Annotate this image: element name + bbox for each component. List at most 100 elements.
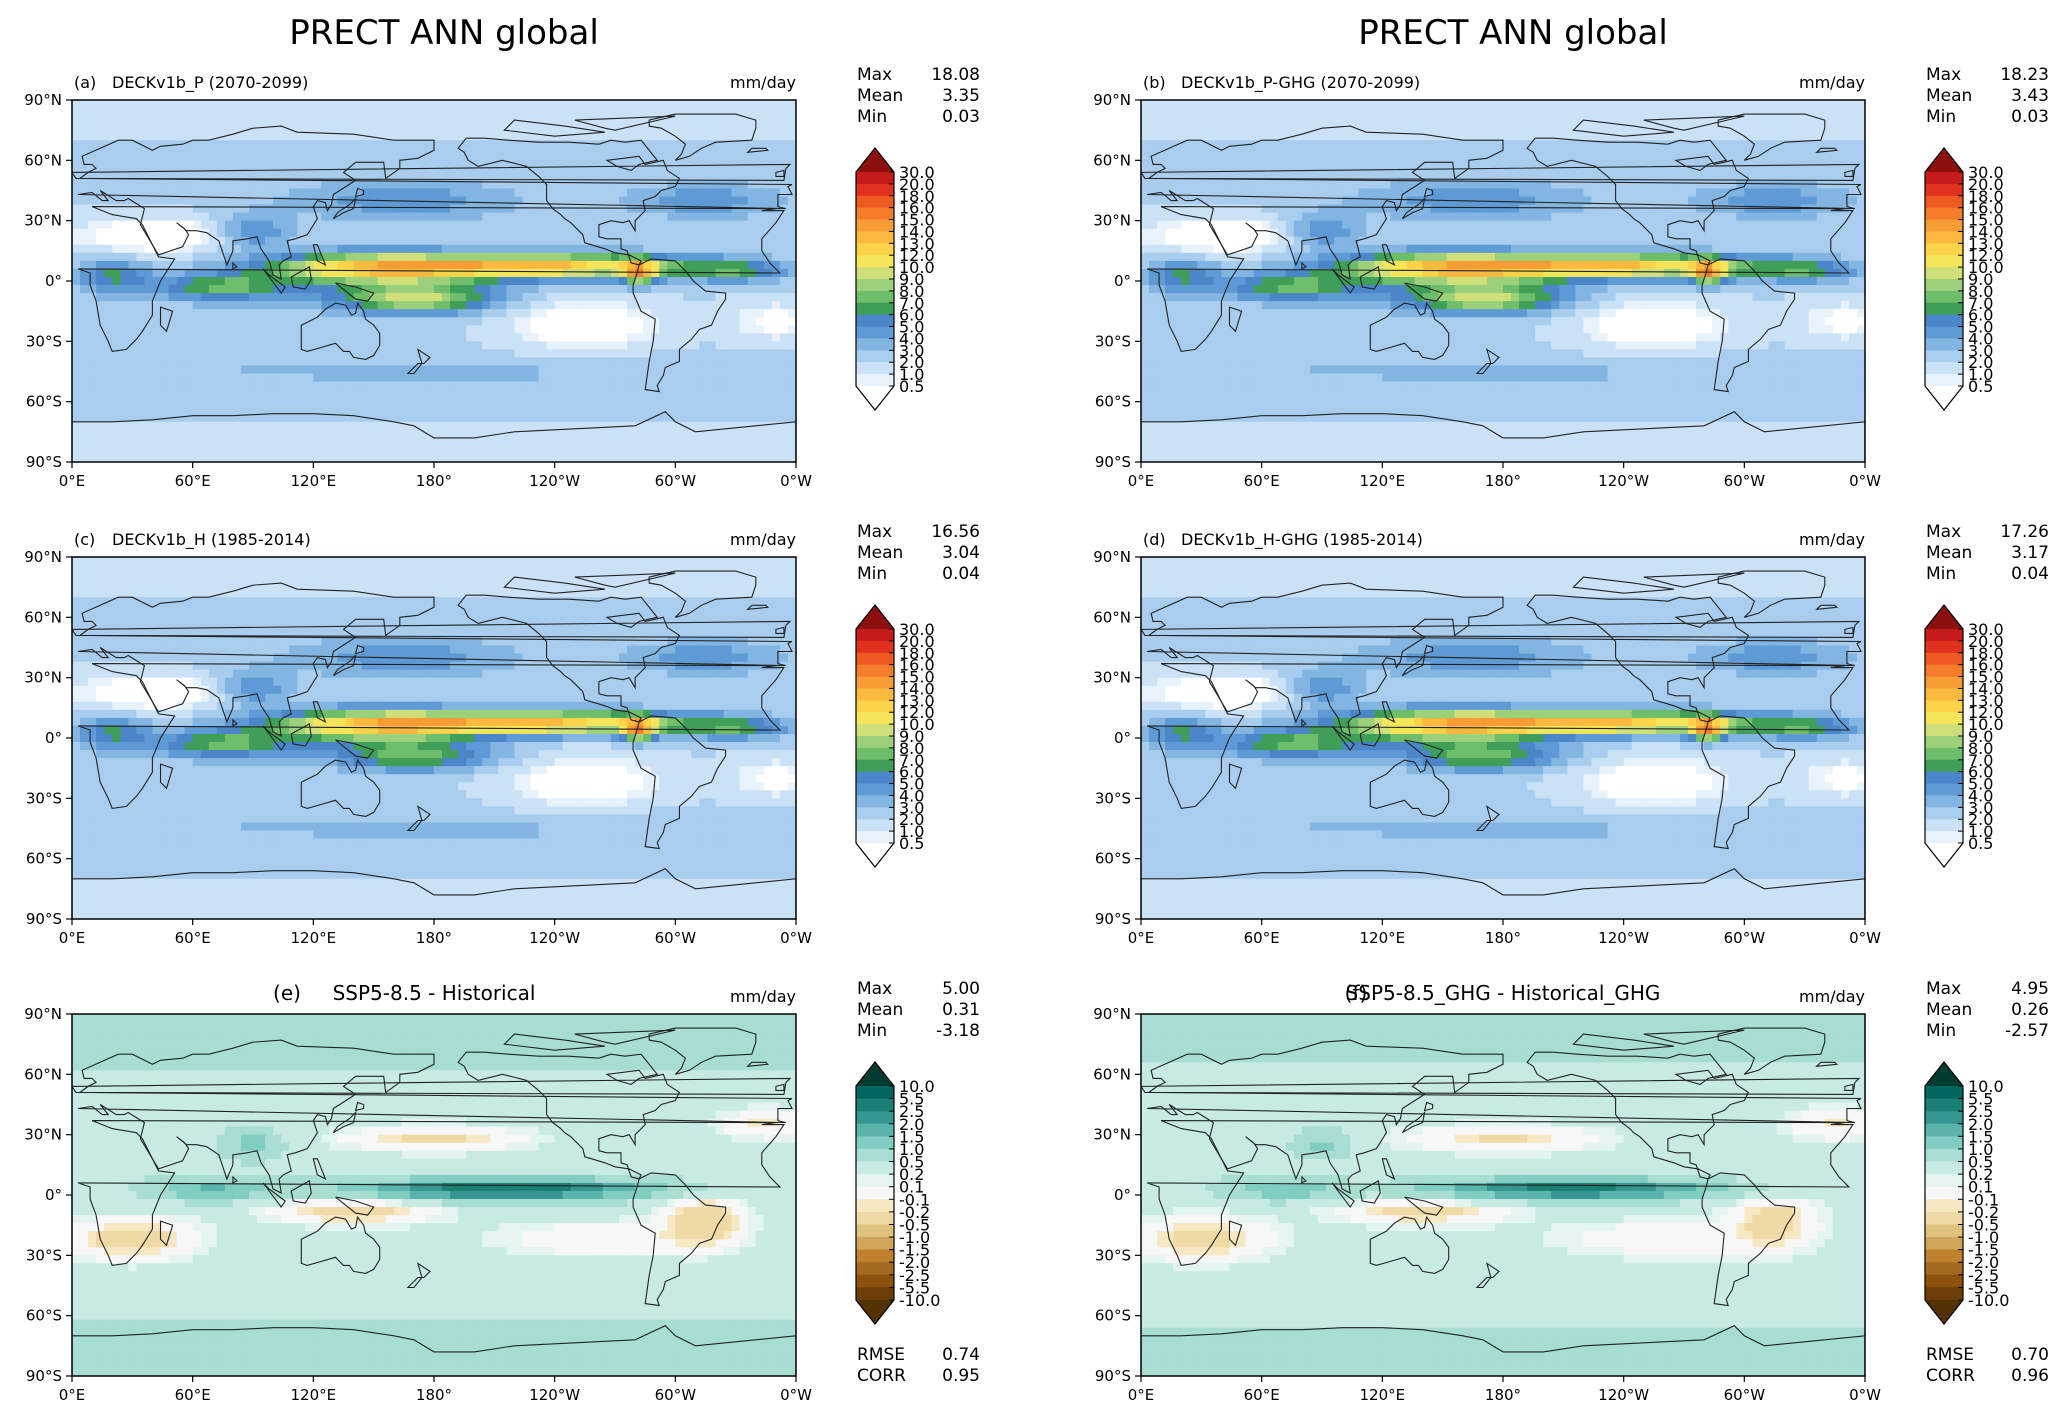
colorbar-band: [856, 1199, 894, 1213]
colorbar-band: [1925, 267, 1963, 280]
colorbar-tick-label: 13.0: [1968, 691, 2004, 710]
colorbar-tick-label: -5.5: [899, 1278, 930, 1297]
colorbar-band: [1925, 700, 1963, 713]
lat-tick-label: 60°S: [26, 393, 62, 411]
colorbar-band: [1925, 747, 1963, 761]
colorbar-tick-label: 9.0: [899, 270, 924, 289]
colorbar-band: [1925, 664, 1963, 678]
column-title: PRECT ANN global: [1358, 13, 1668, 53]
colorbar-band: [856, 207, 894, 221]
colorbar-band: [1925, 1274, 1963, 1288]
colorbar-band: [856, 664, 894, 678]
panel-label: (a): [74, 73, 96, 92]
colorbar-band: [856, 314, 894, 328]
lat-tick-label: 0°: [1114, 729, 1131, 747]
colorbar-max-extend: [1925, 148, 1963, 172]
panel-title: SSP5-8.5_GHG - Historical_GHG: [1346, 981, 1661, 1005]
panel-b: 90°N 60°N 30°N 0° 30°S 60°S 90°S0°E 60°E 120°E 18…: [1093, 65, 2049, 490]
lat-tick-label: 90°S: [26, 453, 62, 471]
units-label: mm/day: [730, 73, 796, 92]
colorbar-band: [856, 1237, 894, 1251]
colorbar-tick-label: 4.0: [1968, 329, 1993, 348]
lat-tick-label: 60°N: [24, 151, 62, 169]
colorbar-tick-label: 10.0: [899, 258, 935, 277]
colorbar-tick-label: 12.0: [1968, 703, 2004, 722]
colorbar-tick-label: 5.0: [1968, 318, 1993, 337]
stat-name: Min: [1926, 107, 1956, 127]
colorbar-tick-label: 6.0: [899, 763, 924, 782]
colorbar-tick-label: 30.0: [1968, 163, 2004, 182]
units-label: mm/day: [1799, 987, 1865, 1006]
colorbar-tick-label: 30.0: [1968, 620, 2004, 639]
colorbar-band: [1925, 350, 1963, 363]
colorbar-band: [1925, 1111, 1963, 1125]
stat-value: 0.04: [942, 564, 980, 584]
panel-f: 90°N 60°N 30°N 0° 30°S 60°S 90°S0°E 60°E 120°E 18…: [1093, 979, 2049, 1404]
lat-tick-label: 30°N: [24, 669, 62, 687]
colorbar-band: [1925, 290, 1963, 304]
colorbar-band: [856, 783, 894, 796]
colorbar-tick-label: 13.0: [899, 234, 935, 253]
colorbar-band: [856, 1136, 894, 1150]
colorbar-tick-label: -1.5: [899, 1241, 930, 1260]
colorbar: 30.020.018.016.015.014.013.012.010.09.08…: [855, 147, 935, 411]
colorbar-band: [1925, 819, 1963, 832]
colorbar: 30.020.018.016.015.014.013.012.010.09.08…: [1924, 604, 2004, 868]
colorbar-tick-label: 20.0: [899, 175, 935, 194]
colorbar-band: [1925, 1098, 1963, 1112]
panel-label: (b): [1143, 73, 1166, 92]
lon-tick-label: 120°W: [1598, 1386, 1649, 1404]
colorbar-tick-label: 2.0: [1968, 353, 1993, 372]
colorbar-tick-label: 7.0: [1968, 751, 1993, 770]
colorbar-tick-label: 16.0: [899, 199, 935, 218]
coastlines: [72, 1027, 796, 1376]
colorbar-tick-label: 1.5: [899, 1127, 924, 1146]
stat-value: 0.31: [942, 1000, 980, 1020]
colorbar-band: [856, 747, 894, 761]
stat-name: Min: [1926, 1021, 1956, 1041]
colorbar: 30.020.018.016.015.014.013.012.010.09.08…: [855, 604, 935, 868]
stat-value: 0.95: [942, 1366, 980, 1386]
colorbar-min-extend: [856, 386, 894, 410]
colorbar-tick-label: 5.5: [899, 1090, 924, 1109]
colorbar-tick-label: 1.0: [899, 365, 924, 384]
colorbar-tick-label: -5.5: [1968, 1278, 1999, 1297]
colorbar-tick-label: -0.2: [899, 1203, 930, 1222]
colorbar-band: [856, 700, 894, 713]
lon-tick-label: 60°W: [1724, 929, 1766, 947]
stat-value: 0.74: [942, 1345, 980, 1365]
panel-title: DECKv1b_H (1985-2014): [112, 530, 311, 550]
stat-name: Max: [1926, 65, 1961, 85]
colorbar-tick-label: 20.0: [899, 632, 935, 651]
colorbar-band: [856, 362, 894, 375]
lat-tick-label: 90°S: [1095, 1367, 1131, 1385]
colorbar-band: [856, 724, 894, 737]
colorbar-tick-label: -0.1: [1968, 1190, 1999, 1209]
lon-tick-label: 0°E: [59, 929, 86, 947]
panel-c: 90°N 60°N 30°N 0° 30°S 60°S 90°S0°E 60°E 120°E 18…: [24, 522, 980, 947]
lat-tick-label: 90°N: [24, 1005, 62, 1023]
stat-value: 0.03: [2011, 107, 2049, 127]
colorbar-tick-label: 15.0: [1968, 668, 2004, 687]
lat-tick-label: 90°S: [1095, 453, 1131, 471]
colorbar-band: [1925, 1186, 1963, 1200]
colorbar-tick-label: 16.0: [1968, 656, 2004, 675]
lat-tick-label: 90°N: [24, 91, 62, 109]
lat-tick-label: 60°N: [1093, 1065, 1131, 1083]
colorbar-band: [1925, 783, 1963, 796]
colorbar-band: [1925, 1249, 1963, 1263]
coastlines: [1141, 1027, 1865, 1376]
colorbar-tick-label: 16.0: [1968, 199, 2004, 218]
colorbar-tick-label: 4.0: [899, 786, 924, 805]
colorbar-band: [1925, 629, 1963, 642]
panel-title: DECKv1b_P (2070-2099): [112, 73, 308, 93]
lon-tick-label: 120°W: [1598, 929, 1649, 947]
colorbar-max-extend: [1925, 1062, 1963, 1086]
colorbar-min-extend: [1925, 386, 1963, 410]
colorbar-band: [856, 243, 894, 256]
colorbar-tick-label: 6.0: [1968, 763, 1993, 782]
stat-name: Max: [857, 65, 892, 85]
colorbar-band: [856, 267, 894, 280]
colorbar-tick-label: 0.1: [899, 1178, 924, 1197]
lat-tick-label: 30°N: [24, 1126, 62, 1144]
